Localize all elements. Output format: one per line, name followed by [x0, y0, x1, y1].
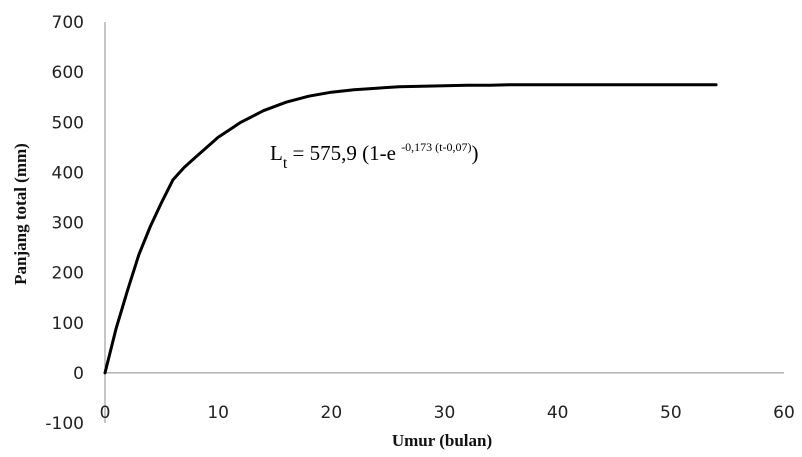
- equation-base: L: [270, 141, 283, 165]
- y-tick-label: 600: [52, 63, 84, 83]
- x-tick-label: 40: [547, 403, 569, 423]
- series: [103, 83, 718, 375]
- y-tick-label: -100: [45, 414, 84, 434]
- y-tick-label: 300: [52, 214, 84, 234]
- equation-annotation: Lt = 575,9 (1-e -0,173 (t-0,07)): [270, 140, 479, 172]
- x-tick-label: 30: [434, 403, 456, 423]
- axes: [104, 22, 784, 423]
- y-tick-label: 200: [52, 264, 84, 284]
- y-tick-label: 0: [73, 364, 84, 384]
- equation-subscript: t: [283, 155, 288, 172]
- equation-end: ): [472, 141, 479, 165]
- y-tick-label: 500: [52, 113, 84, 133]
- y-tick-label: 100: [52, 314, 84, 334]
- x-axis-title: Umur (bulan): [392, 431, 492, 450]
- equation-superscript: -0,173 (t-0,07): [401, 140, 471, 154]
- x-tick-label: 20: [321, 403, 343, 423]
- equation-main: = 575,9 (1-e: [287, 141, 401, 165]
- y-tick-label: 400: [52, 163, 84, 183]
- x-tick-label: 50: [660, 403, 682, 423]
- tick-labels: -100 0 100 200 300 400 500 600 700 0 10 20 30 40 50 60: [45, 13, 794, 434]
- x-tick-label: 60: [773, 403, 795, 423]
- x-tick-label: 0: [100, 403, 111, 423]
- y-axis-title: Panjang total (mm): [11, 143, 30, 285]
- x-tick-label: 10: [207, 403, 229, 423]
- y-tick-label: 700: [52, 13, 84, 33]
- series-line: [103, 83, 718, 375]
